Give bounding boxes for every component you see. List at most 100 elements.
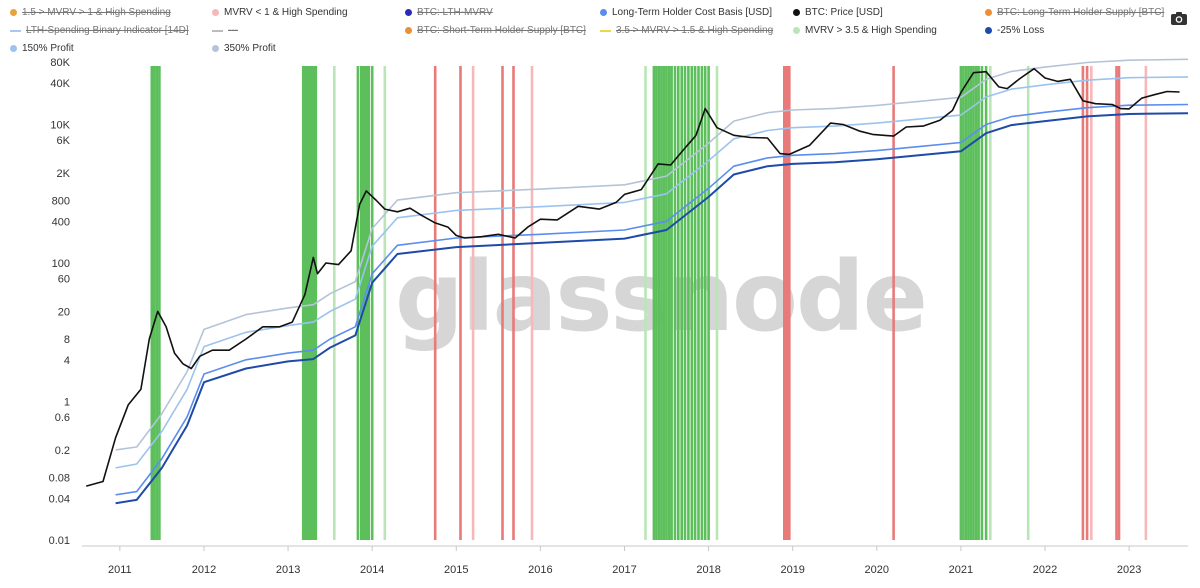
band-bar: [703, 66, 707, 540]
band-bar: [974, 66, 978, 540]
legend: 1.5 > MVRV > 1 & High Spending MVRV < 1 &…: [0, 0, 1164, 66]
legend-marker: [212, 9, 219, 16]
series-line: [115, 112, 1189, 505]
band-bar: [356, 66, 360, 540]
y-tick-label: 100: [52, 258, 70, 270]
band-bar: [304, 66, 307, 540]
legend-item[interactable]: ---: [212, 25, 238, 36]
y-tick-label: 20: [58, 306, 70, 318]
legend-marker: [793, 9, 800, 16]
x-axis: 2011 2012 2013 2014 2015 2016 2017 2018 2019 2020…: [82, 545, 1188, 576]
band-bar: [362, 66, 366, 540]
band-bar: [788, 66, 791, 540]
band-bar: [892, 66, 895, 540]
legend-item[interactable]: MVRV > 3.5 & High Spending: [793, 25, 937, 36]
legend-item[interactable]: BTC: Short-Term Holder Supply [BTC]: [405, 25, 586, 36]
band-bar: [333, 66, 336, 540]
x-tick-label: 2011: [108, 564, 132, 576]
band-bar: [700, 66, 704, 540]
band-bar: [530, 66, 534, 540]
y-tick-label: 8: [64, 334, 70, 346]
x-tick-label: 2022: [1033, 564, 1057, 576]
legend-marker: [212, 29, 223, 32]
legend-label: MVRV < 1 & High Spending: [224, 7, 348, 18]
y-tick-label: 0.08: [49, 473, 70, 485]
band-bar: [433, 66, 437, 540]
legend-label: 350% Profit: [224, 43, 276, 54]
legend-label: 3.5 > MVRV > 1.5 & High Spending: [616, 25, 774, 36]
band-bar: [301, 66, 305, 540]
y-tick-label: 0.6: [55, 412, 70, 424]
legend-label: 1.5 > MVRV > 1 & High Spending: [22, 7, 171, 18]
legend-label: LTH-Spending Binary Indicator [14D]: [26, 25, 189, 36]
legend-item[interactable]: -25% Loss: [985, 25, 1044, 36]
band-bar: [512, 66, 515, 540]
legend-label: BTC: Short-Term Holder Supply [BTC]: [417, 25, 586, 36]
band-bar: [370, 66, 374, 540]
band-bar: [1117, 66, 1121, 540]
legend-item[interactable]: 350% Profit: [212, 43, 276, 54]
band-bar: [655, 66, 658, 540]
legend-item[interactable]: BTC: Long-Term Holder Supply [BTC]: [985, 7, 1164, 18]
legend-item[interactable]: MVRV < 1 & High Spending: [212, 7, 348, 18]
legend-label: BTC: Long-Term Holder Supply [BTC]: [997, 7, 1165, 18]
y-tick-label: 2K: [57, 168, 71, 180]
spending-bands: [150, 66, 1148, 540]
legend-item[interactable]: Long-Term Holder Cost Basis [USD]: [600, 7, 772, 18]
band-bar: [1085, 66, 1089, 540]
band-bar: [657, 66, 661, 540]
band-bar: [967, 66, 970, 540]
legend-item[interactable]: BTC: LTH-MVRV: [405, 7, 493, 18]
band-bar: [150, 66, 154, 540]
band-bar: [680, 66, 683, 540]
band-bar: [977, 66, 980, 540]
x-tick-label: 2013: [276, 564, 300, 576]
band-bar: [153, 66, 156, 540]
band-bar: [306, 66, 310, 540]
x-tick-label: 2018: [696, 564, 720, 576]
y-tick-label: 400: [52, 216, 70, 228]
x-tick-label: 2015: [444, 564, 468, 576]
y-tick-label: 4: [64, 355, 70, 367]
x-tick-label: 2020: [865, 564, 889, 576]
legend-marker: [405, 9, 412, 16]
legend-item[interactable]: 150% Profit: [10, 43, 74, 54]
band-bar: [677, 66, 680, 540]
band-bar: [683, 66, 687, 540]
camera-icon[interactable]: [1170, 11, 1188, 26]
y-tick-label: 80K: [50, 57, 70, 69]
band-bar: [652, 66, 656, 540]
band-bar: [687, 66, 690, 540]
y-tick-label: 10K: [50, 120, 70, 132]
band-bar: [980, 66, 984, 540]
legend-marker: [10, 9, 17, 16]
band-bar: [665, 66, 668, 540]
y-tick-label: 40K: [50, 78, 70, 90]
x-tick-label: 2021: [949, 564, 973, 576]
band-bar: [785, 66, 789, 540]
legend-label: -25% Loss: [997, 25, 1045, 36]
band-bar: [1115, 66, 1118, 540]
legend-item[interactable]: BTC: Price [USD]: [793, 7, 883, 18]
series-line: [115, 76, 1189, 469]
band-bar: [155, 66, 159, 540]
y-tick-label: 0.2: [55, 445, 70, 457]
band-bar: [989, 66, 992, 540]
legend-marker: [600, 9, 607, 16]
band-bar: [715, 66, 719, 540]
band-bar: [1081, 66, 1085, 540]
legend-marker: [985, 9, 992, 16]
band-bar: [662, 66, 666, 540]
band-bar: [1026, 66, 1030, 540]
legend-label: 150% Profit: [22, 43, 74, 54]
series-line: [85, 67, 1180, 487]
legend-label: BTC: Price [USD]: [805, 7, 883, 18]
band-bar: [972, 66, 975, 540]
band-bar: [693, 66, 697, 540]
legend-item[interactable]: 3.5 > MVRV > 1.5 & High Spending: [600, 25, 773, 36]
series-line: [115, 103, 1189, 496]
legend-item[interactable]: 1.5 > MVRV > 1 & High Spending: [10, 7, 171, 18]
legend-item[interactable]: LTH-Spending Binary Indicator [14D]: [10, 25, 189, 36]
band-bar: [383, 66, 387, 540]
band-bar: [309, 66, 313, 540]
